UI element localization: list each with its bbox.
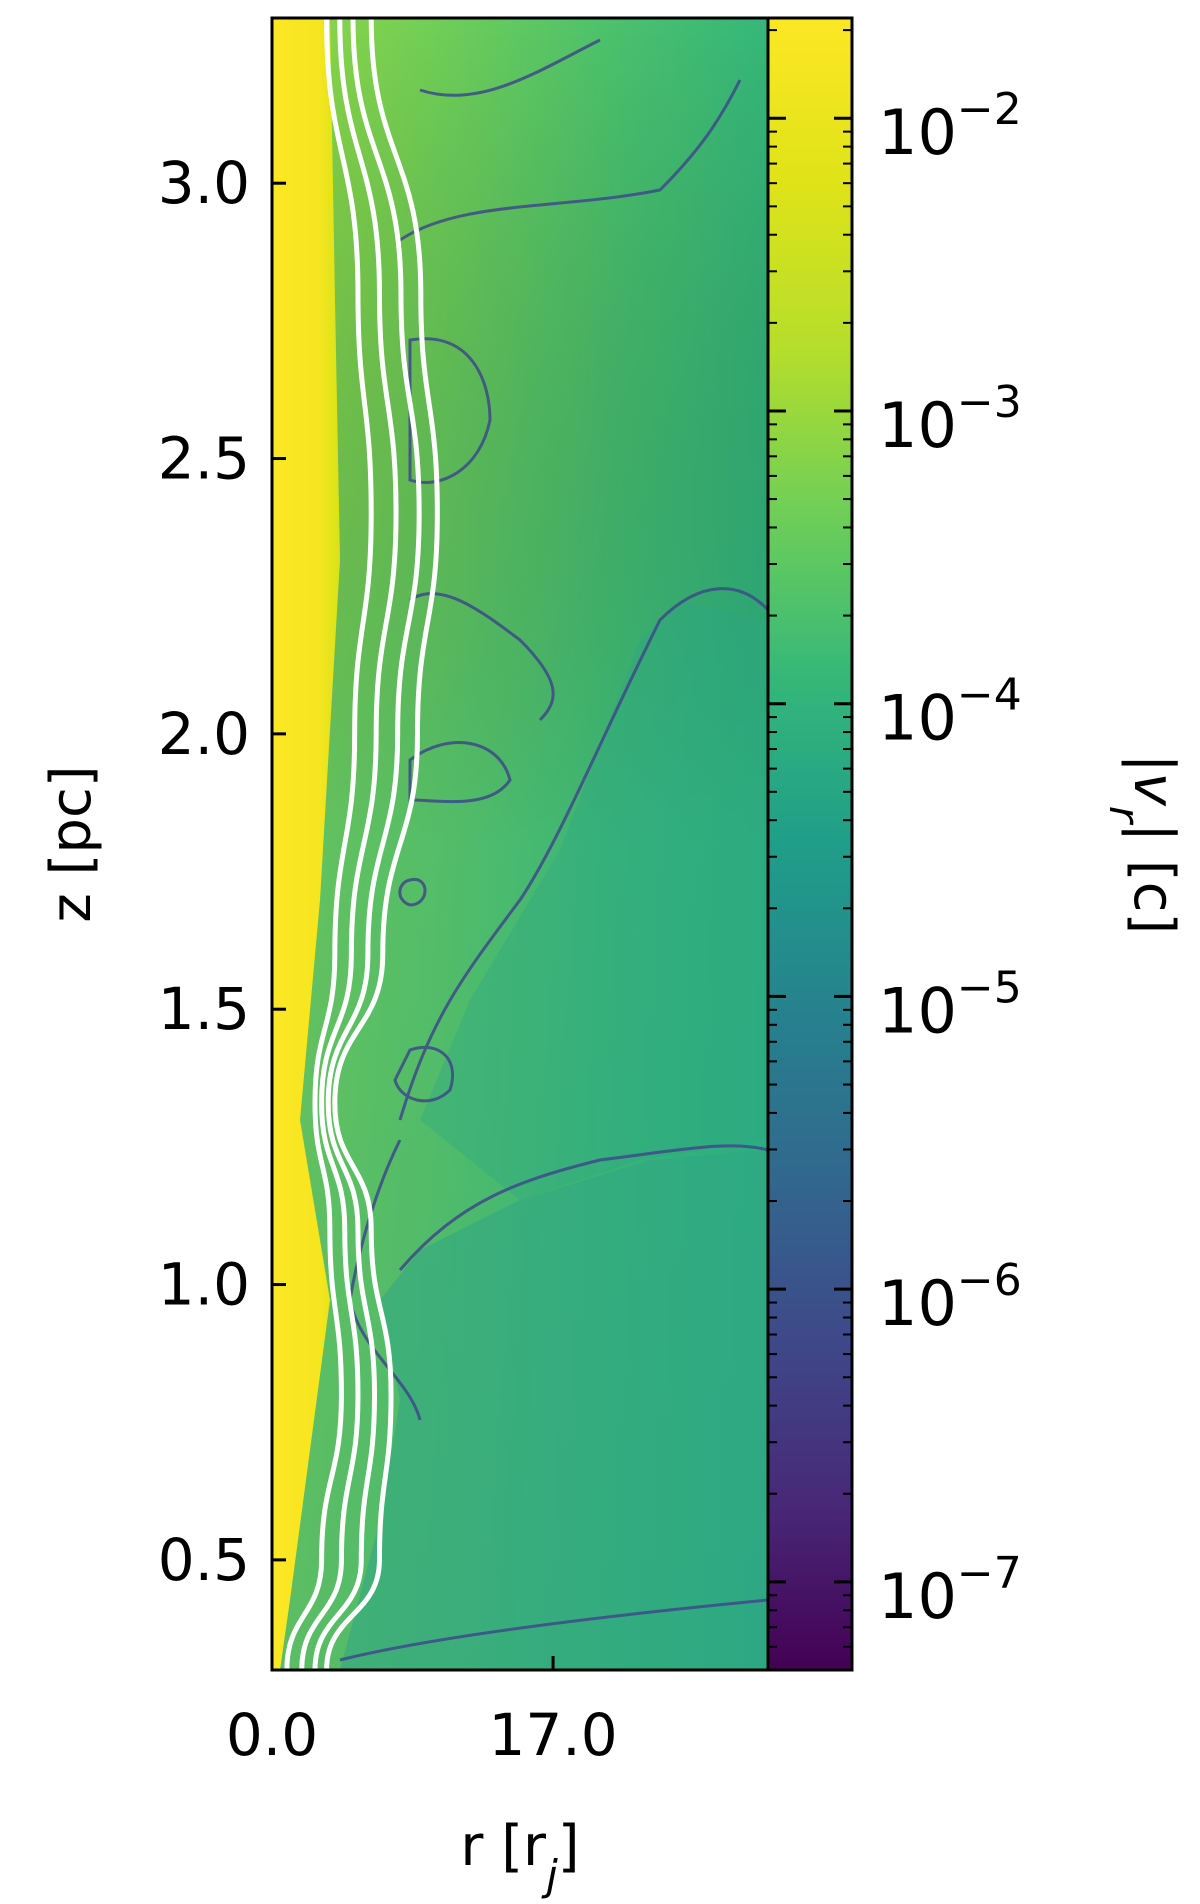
x-tick-label: 0.0 (226, 1701, 318, 1769)
colorbar-tick-label: 10−5 (878, 962, 1022, 1047)
jet-spine (272, 18, 340, 1670)
mid-teal-region (420, 600, 768, 1200)
x-axis-label: r [rj] (460, 1814, 579, 1900)
streamline-3 (312, 18, 422, 1670)
shear-contour (398, 878, 427, 907)
colorbar-tick-label: 10−6 (878, 1255, 1022, 1340)
y-tick-label: 2.0 (158, 700, 250, 768)
shear-contour (393, 1045, 455, 1103)
colorbar (768, 18, 852, 1670)
shear-contour (398, 587, 768, 1121)
colorbar-tick-label: 10−3 (878, 377, 1022, 462)
heatmap-field (272, 18, 768, 1670)
streamline-2 (299, 18, 399, 1670)
shear-contour (399, 79, 742, 242)
y-axis-label: z [pc] (39, 765, 104, 922)
shear-contour (409, 592, 555, 722)
colorbar-label: |vr| [c] (1101, 754, 1187, 934)
streamline-1 (284, 18, 374, 1670)
shear-contour (339, 1598, 768, 1662)
y-tick-label: 2.5 (158, 425, 250, 493)
y-tick-label: 1.0 (158, 1251, 250, 1319)
y-axis: 0.5 1.0 1.5 2.0 2.5 3.0 (158, 149, 286, 1594)
colorbar-ticks: 10−7 10−6 10−5 10−4 10−3 10−2 (768, 29, 1022, 1671)
y-tick-label: 3.0 (158, 149, 250, 217)
colorbar-tick-label: 10−2 (878, 84, 1022, 169)
lower-teal-region (340, 1150, 768, 1670)
colorbar-tick-label: 10−7 (878, 1548, 1022, 1633)
shear-contours (339, 38, 768, 1662)
streamlines (284, 18, 440, 1670)
x-tick-label: 17.0 (488, 1701, 617, 1769)
shear-contour (419, 38, 601, 97)
y-tick-label: 1.5 (158, 975, 250, 1043)
x-axis: 0.0 17.0 (226, 1656, 618, 1769)
y-tick-label: 0.5 (158, 1526, 250, 1594)
streamline-4 (324, 18, 440, 1670)
shear-contour (408, 337, 492, 484)
colorbar-frame (766, 16, 854, 1672)
shear-contour (398, 1144, 768, 1271)
shear-contour (408, 741, 512, 804)
colorbar-tick-label: 10−4 (878, 670, 1022, 755)
